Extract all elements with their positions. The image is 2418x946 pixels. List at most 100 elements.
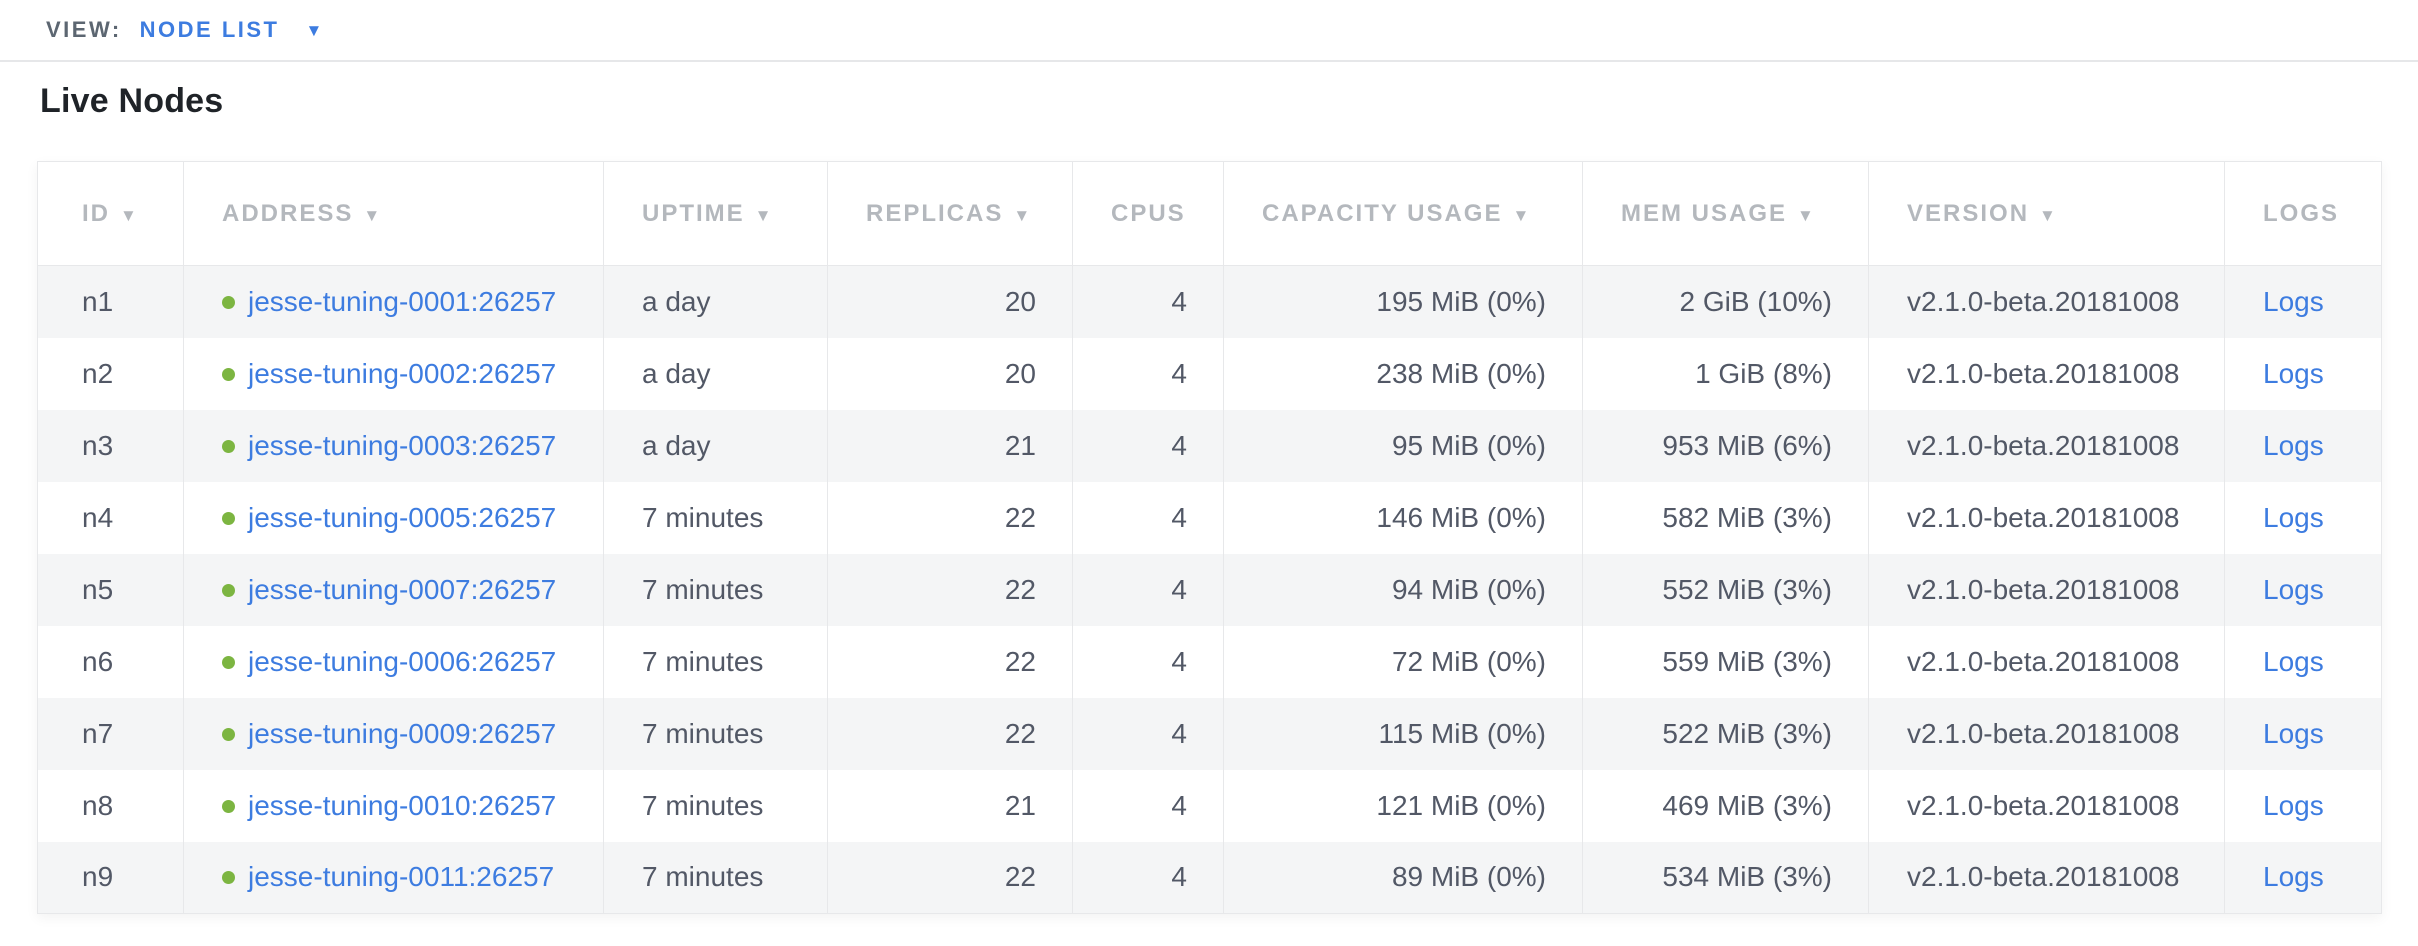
sort-arrow-icon: ▼ — [120, 205, 139, 225]
table-row: n3 jesse-tuning-0003:26257 a day 21 4 95… — [37, 409, 2382, 482]
column-header-mem-usage[interactable]: MEM USAGE ▼ — [1582, 161, 1869, 266]
view-selector-dropdown[interactable]: NODE LIST ▼ — [140, 17, 323, 43]
sort-arrow-icon: ▼ — [2039, 205, 2058, 225]
view-label: VIEW: — [46, 17, 122, 42]
address-link[interactable]: jesse-tuning-0003:26257 — [248, 429, 557, 461]
cell-uptime: 7 minutes — [603, 841, 828, 914]
cell-version: v2.1.0-beta.20181008 — [1868, 337, 2225, 410]
column-header-label: VERSION — [1907, 199, 2030, 227]
column-header-id[interactable]: ID ▼ — [37, 161, 184, 266]
table-row: n2 jesse-tuning-0002:26257 a day 20 4 23… — [38, 337, 2382, 410]
column-header-uptime[interactable]: UPTIME ▼ — [603, 161, 828, 266]
cell-replicas: 20 — [827, 265, 1073, 338]
cell-cpus: 4 — [1072, 409, 1224, 482]
cell-node-id: n9 — [37, 841, 184, 914]
column-header-address[interactable]: ADDRESS ▼ — [183, 161, 604, 266]
column-header-label: CAPACITY USAGE — [1262, 199, 1503, 227]
cell-replicas: 21 — [827, 769, 1073, 842]
cell-node-id: n5 — [37, 553, 184, 626]
cell-cpus: 4 — [1072, 553, 1224, 626]
table-row: n8 jesse-tuning-0010:26257 7 minutes 21 … — [38, 769, 2382, 842]
cell-logs: Logs — [2224, 841, 2382, 914]
column-header-label: ADDRESS — [222, 199, 354, 227]
cell-address: jesse-tuning-0009:26257 — [183, 697, 604, 770]
cell-mem-usage: 2 GiB (10%) — [1582, 265, 1869, 338]
sort-arrow-icon: ▼ — [1512, 205, 1532, 225]
cell-logs: Logs — [2224, 625, 2382, 698]
cell-uptime: 7 minutes — [603, 625, 828, 698]
cell-version: v2.1.0-beta.20181008 — [1868, 481, 2225, 554]
column-header-label: REPLICAS — [866, 199, 1004, 227]
address-link[interactable]: jesse-tuning-0006:26257 — [248, 645, 557, 677]
cell-address: jesse-tuning-0003:26257 — [183, 409, 604, 482]
table-row: n9 jesse-tuning-0011:26257 7 minutes 22 … — [37, 841, 2382, 914]
cell-version: v2.1.0-beta.20181008 — [1868, 265, 2225, 338]
cell-address: jesse-tuning-0001:26257 — [183, 265, 604, 338]
logs-link[interactable]: Logs — [2263, 285, 2324, 317]
column-header-label: ID — [82, 199, 110, 227]
chevron-down-icon: ▼ — [305, 20, 323, 40]
logs-link[interactable]: Logs — [2263, 717, 2324, 749]
cell-version: v2.1.0-beta.20181008 — [1868, 625, 2225, 698]
address-link[interactable]: jesse-tuning-0010:26257 — [248, 789, 557, 821]
cell-node-id: n2 — [82, 357, 114, 389]
cell-capacity-usage: 115 MiB (0%) — [1223, 697, 1583, 770]
cell-capacity-usage: 95 MiB (0%) — [1223, 409, 1583, 482]
cell-replicas: 21 — [827, 409, 1073, 482]
sort-arrow-icon: ▼ — [1013, 205, 1033, 225]
table-row: n5 jesse-tuning-0007:26257 7 minutes 22 … — [37, 553, 2382, 626]
cell-uptime: 7 minutes — [603, 553, 828, 626]
cell-node-id: n7 — [37, 697, 184, 770]
logs-link[interactable]: Logs — [2263, 789, 2324, 821]
cell-logs: Logs — [2224, 409, 2382, 482]
column-header-replicas[interactable]: REPLICAS ▼ — [827, 161, 1073, 266]
logs-link[interactable]: Logs — [2263, 501, 2324, 533]
cell-uptime: a day — [603, 337, 828, 410]
page-title: Live Nodes — [40, 82, 224, 120]
cell-node-id: n8 — [82, 789, 114, 821]
live-status-icon — [222, 367, 235, 381]
cell-cpus: 4 — [1072, 625, 1224, 698]
cell-node-id: n6 — [82, 645, 114, 677]
logs-link[interactable]: Logs — [2263, 573, 2324, 605]
column-header-label: UPTIME — [642, 199, 745, 227]
address-link[interactable]: jesse-tuning-0005:26257 — [248, 501, 557, 533]
address-link[interactable]: jesse-tuning-0011:26257 — [248, 861, 555, 893]
cell-cpus: 4 — [1072, 841, 1224, 914]
logs-link[interactable]: Logs — [2263, 429, 2324, 461]
cell-replicas: 22 — [827, 841, 1073, 914]
cell-node-id: n4 — [82, 501, 114, 533]
logs-link[interactable]: Logs — [2263, 861, 2324, 893]
address-link[interactable]: jesse-tuning-0002:26257 — [248, 357, 557, 389]
address-link[interactable]: jesse-tuning-0007:26257 — [248, 573, 557, 605]
column-header-version[interactable]: VERSION ▼ — [1868, 161, 2225, 266]
cell-mem-usage: 582 MiB (3%) — [1582, 481, 1869, 554]
table-row: n6 jesse-tuning-0006:26257 7 minutes 22 … — [38, 625, 2382, 698]
cell-capacity-usage: 89 MiB (0%) — [1223, 841, 1583, 914]
cell-cpus: 4 — [1072, 769, 1224, 842]
cell-logs: Logs — [2224, 337, 2382, 410]
live-status-icon — [222, 511, 235, 525]
cell-address: jesse-tuning-0011:26257 — [183, 841, 604, 914]
cell-replicas: 22 — [827, 481, 1073, 554]
address-link[interactable]: jesse-tuning-0009:26257 — [248, 717, 557, 749]
cell-version: v2.1.0-beta.20181008 — [1868, 553, 2225, 626]
cell-address: jesse-tuning-0010:26257 — [183, 769, 604, 842]
cell-mem-usage: 534 MiB (3%) — [1582, 841, 1869, 914]
column-header-label: CPUS — [1111, 199, 1186, 227]
cell-node-id: n3 — [37, 409, 184, 482]
cell-cpus: 4 — [1072, 265, 1224, 338]
sort-arrow-icon: ▼ — [754, 205, 774, 225]
cell-mem-usage: 953 MiB (6%) — [1582, 409, 1869, 482]
column-header-capacity-usage[interactable]: CAPACITY USAGE ▼ — [1223, 161, 1583, 266]
column-header-cpus: CPUS — [1072, 161, 1224, 266]
logs-link[interactable]: Logs — [2263, 645, 2324, 677]
address-link[interactable]: jesse-tuning-0001:26257 — [248, 285, 557, 317]
table-row: n7 jesse-tuning-0009:26257 7 minutes 22 … — [37, 697, 2382, 770]
cell-cpus: 4 — [1072, 337, 1224, 410]
live-status-icon — [222, 799, 235, 813]
cell-mem-usage: 559 MiB (3%) — [1582, 625, 1869, 698]
cell-capacity-usage: 121 MiB (0%) — [1223, 769, 1583, 842]
cell-replicas: 22 — [827, 625, 1073, 698]
logs-link[interactable]: Logs — [2263, 357, 2324, 389]
